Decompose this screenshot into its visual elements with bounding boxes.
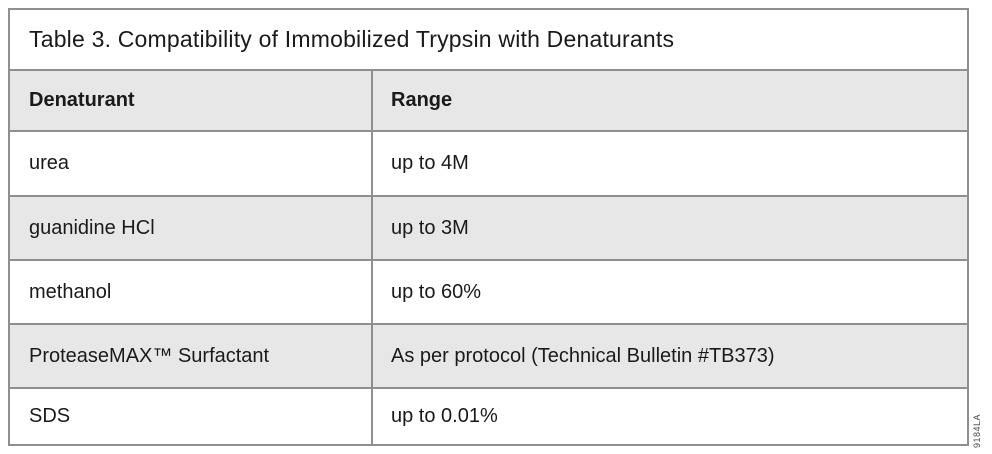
table-row: SDS up to 0.01% <box>10 387 967 444</box>
cell-range: up to 60% <box>391 280 482 303</box>
table-header-row: Denaturant Range <box>10 69 967 130</box>
table-row: guanidine HCl up to 3M <box>10 195 967 259</box>
cell-range: up to 4M <box>391 152 469 174</box>
cell-denaturant: urea <box>10 132 373 195</box>
table-row: ProteaseMAX™ Surfactant As per protocol … <box>10 323 967 387</box>
cell-denaturant: ProteaseMAX™ Surfactant <box>10 325 373 387</box>
column-header-range: Range <box>391 89 453 111</box>
cell-denaturant: methanol <box>10 261 373 323</box>
figure-number-watermark: 9184LA <box>972 413 982 448</box>
cell-denaturant: SDS <box>10 389 373 444</box>
cell-denaturant: guanidine HCl <box>10 197 373 259</box>
table-row: urea up to 4M <box>10 130 967 195</box>
cell-range: up to 0.01% <box>391 405 498 427</box>
table-row: methanol up to 60% <box>10 259 967 323</box>
cell-range: up to 3M <box>391 216 469 239</box>
table3-container: Table 3. Compatibility of Immobilized Tr… <box>8 8 969 446</box>
cell-range: As per protocol (Technical Bulletin #TB3… <box>391 344 775 367</box>
table-title: Table 3. Compatibility of Immobilized Tr… <box>10 10 967 69</box>
column-header-denaturant: Denaturant <box>10 71 373 130</box>
